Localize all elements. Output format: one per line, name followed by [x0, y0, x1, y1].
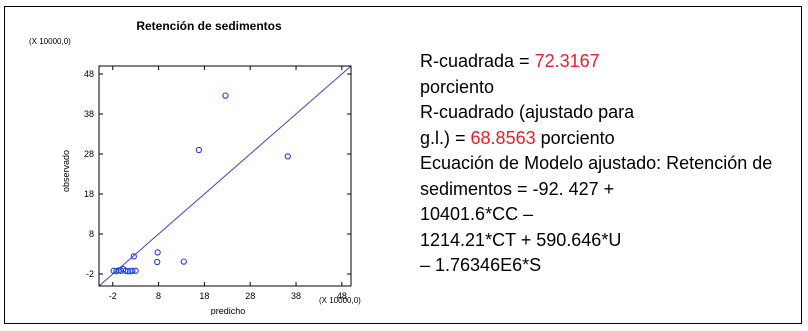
x-axis: -2 8 18 28 38 48 [109, 66, 347, 301]
y-tick-label: 38 [84, 109, 94, 119]
stat-text: – 1.76346E6*S [420, 255, 542, 275]
y-axis: -2 8 18 28 38 48 [84, 69, 351, 279]
y-tick-label: 18 [84, 189, 94, 199]
stats-line: g.l.) = 68.8563 porciento [420, 126, 800, 152]
regression-line [98, 65, 352, 287]
x-tick-label: 18 [199, 291, 209, 301]
x-tick-label: 48 [337, 291, 347, 301]
stat-text: 1214.21*CT + 590.646*U [420, 229, 622, 250]
stat-text: sedimentos = -92. 427 + [420, 178, 615, 199]
figure-frame [4, 6, 802, 324]
stat-text: 10401.6*CC – [420, 204, 534, 224]
stat-text: Ecuación de Modelo ajustado: Retención d… [420, 153, 773, 173]
x-tick-label: 28 [245, 291, 255, 301]
stats-line: 1214.21*CT + 590.646*U [420, 228, 800, 254]
stats-line: porciento [420, 75, 800, 101]
model-statistics: R-cuadrada = 72.3167 porciento R-cuadrado … [420, 49, 800, 279]
y-tick-label: 48 [84, 69, 94, 79]
stat-text: g.l.) = [420, 127, 471, 148]
data-point [154, 258, 161, 266]
stats-line: – 1.76346E6*S [420, 253, 800, 279]
x-multiplier-label: (X 10000,0) [319, 296, 361, 305]
data-point [222, 92, 229, 99]
y-multiplier-label: (X 10000,0) [29, 37, 71, 46]
data-point [124, 268, 132, 275]
stat-text: porciento [535, 127, 615, 148]
data-points [110, 92, 291, 275]
plot-area [98, 65, 352, 287]
y-tick-label: 8 [89, 229, 94, 239]
stat-value: 72.3167 [534, 51, 600, 71]
stats-line: R-cuadrado (ajustado para [420, 100, 800, 126]
stats-line: Ecuación de Modelo ajustado: Retención d… [420, 151, 800, 177]
stats-line: R-cuadrada = 72.3167 [420, 49, 800, 75]
x-axis-label: predicho [211, 306, 246, 315]
stat-text: R-cuadrado (ajustado para [420, 102, 635, 122]
data-point [129, 267, 136, 274]
y-axis-label: observado [61, 150, 71, 192]
data-point [154, 249, 161, 256]
data-point [130, 253, 137, 260]
stat-value: 68.8563 [470, 127, 536, 148]
x-tick-label: -2 [109, 291, 117, 301]
data-point [284, 153, 291, 160]
data-point [195, 146, 203, 154]
stats-line: sedimentos = -92. 427 + [420, 177, 800, 203]
data-point [122, 267, 129, 274]
data-point [180, 258, 187, 265]
stat-text: porciento [420, 76, 495, 97]
stat-text: R-cuadrada = [420, 51, 535, 71]
data-point [132, 267, 139, 274]
y-tick-label: 28 [84, 149, 94, 159]
y-tick-label: -2 [86, 269, 94, 279]
scatter-chart: Retención de sedimentos (X 10000,0) (X 1… [29, 19, 361, 315]
x-tick-label: 8 [156, 291, 161, 301]
chart-title: Retención de sedimentos [136, 19, 282, 33]
stats-line: 10401.6*CC – [420, 202, 800, 228]
x-tick-label: 38 [291, 291, 301, 301]
